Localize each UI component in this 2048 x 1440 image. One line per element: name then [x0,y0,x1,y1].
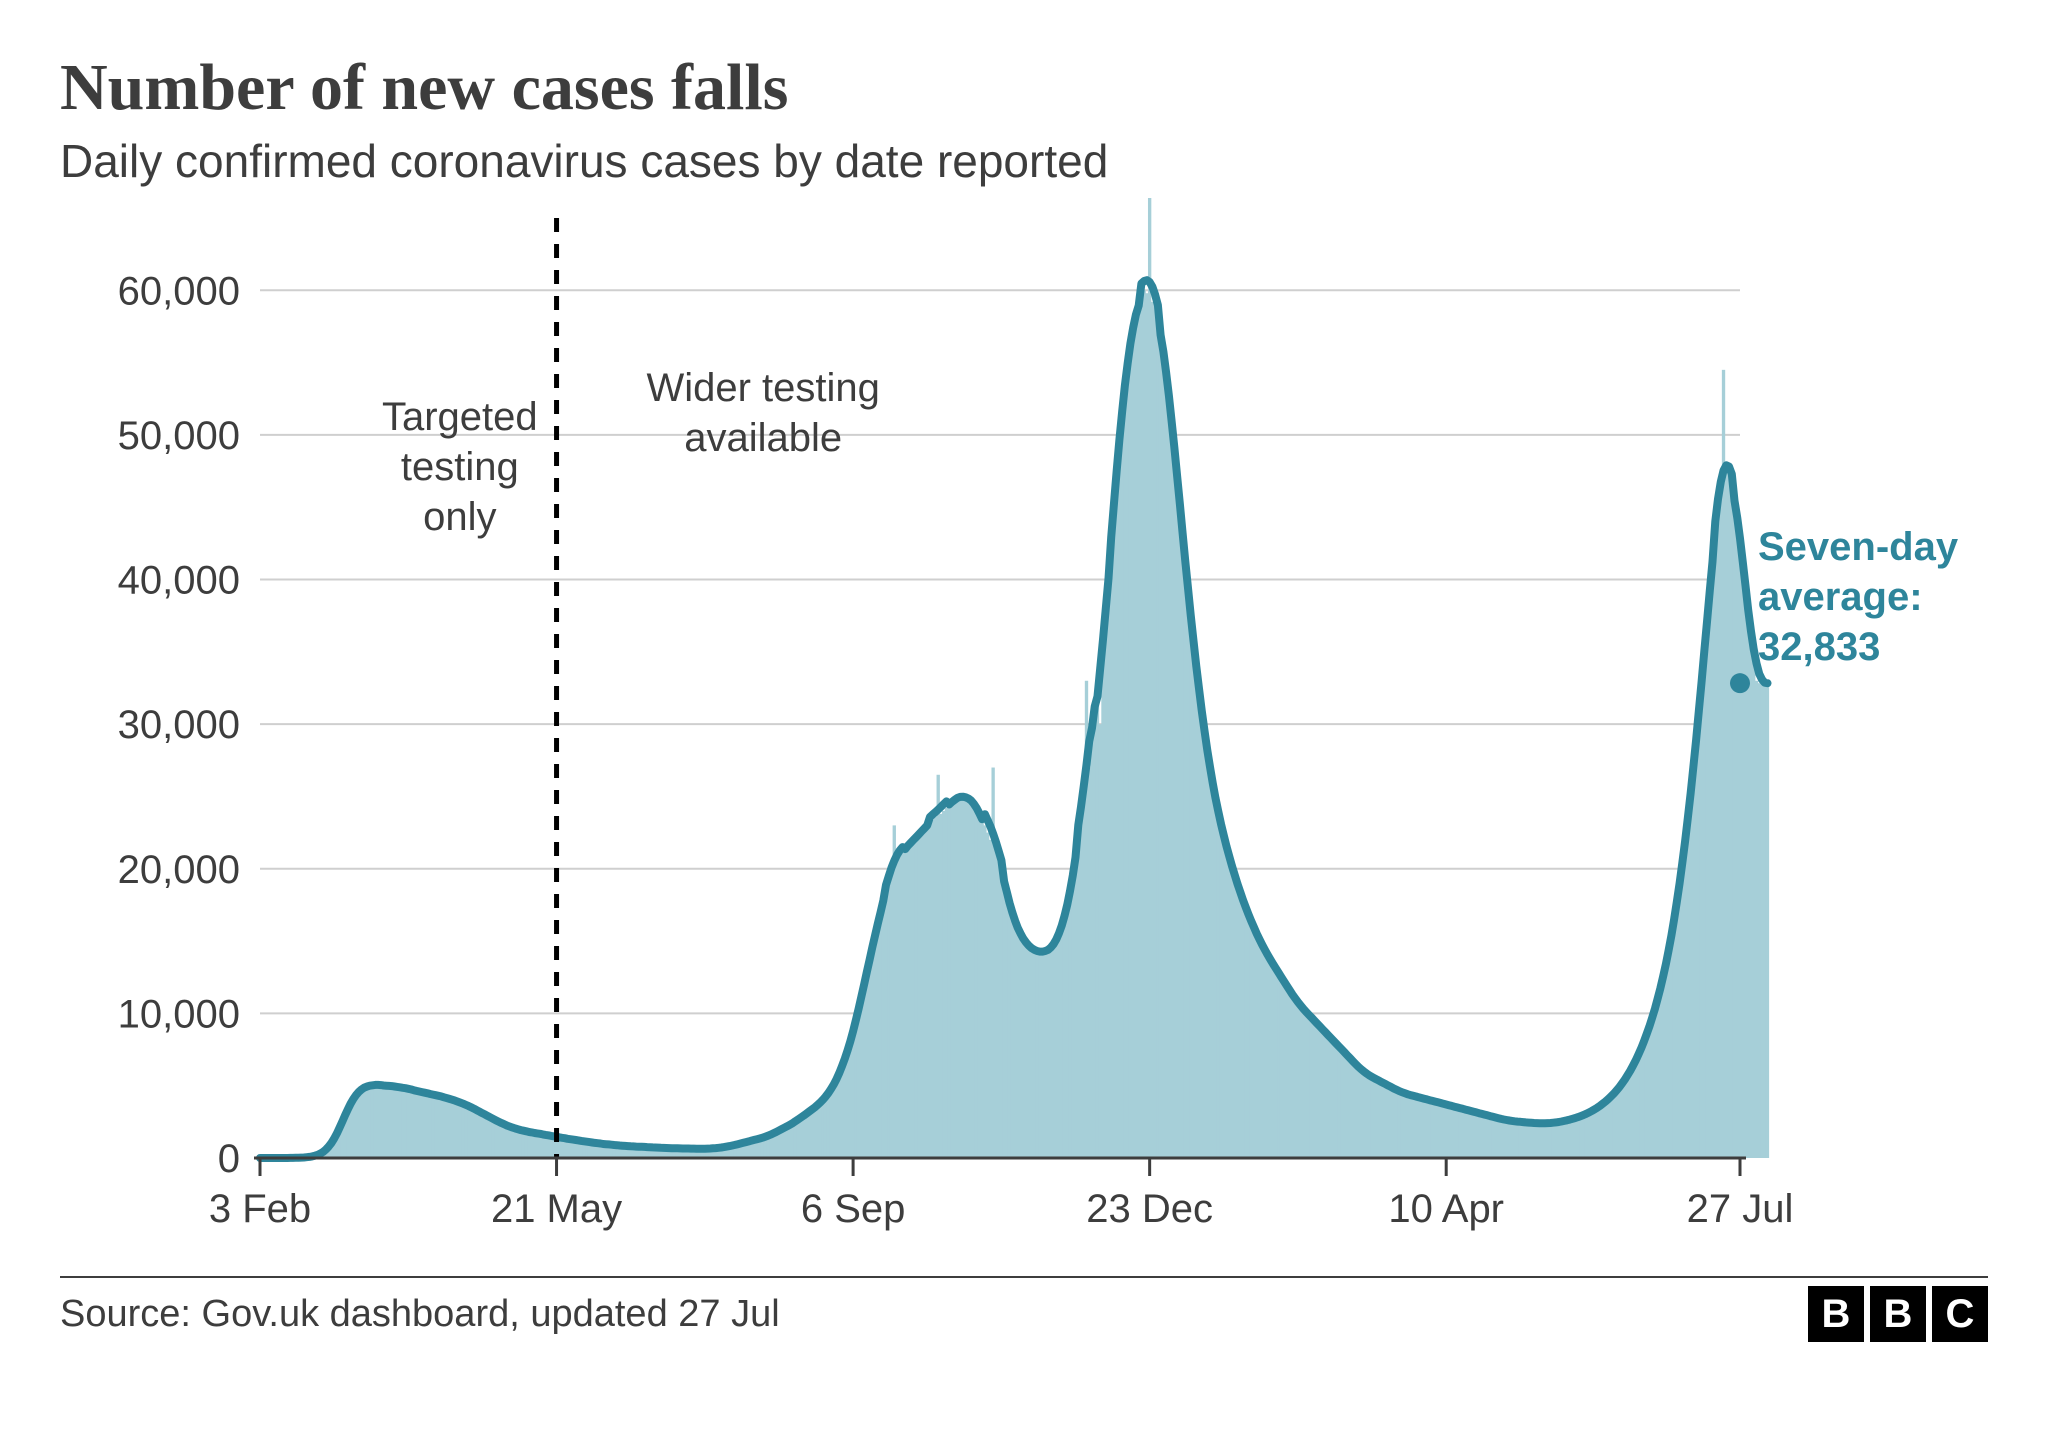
bbc-logo: B B C [1808,1286,1988,1342]
chart-subtitle: Daily confirmed coronavirus cases by dat… [60,134,1988,188]
svg-text:3 Feb: 3 Feb [209,1187,311,1231]
callout-seven-day-average: Seven-dayaverage:32,833 [1758,522,1958,672]
chart-title: Number of new cases falls [60,50,1988,126]
chart-svg: 0 10,000 20,000 30,000 40,000 50,000 60,000 3 F… [60,198,1980,1258]
svg-text:6 Sep: 6 Sep [801,1187,906,1231]
svg-text:30,000: 30,000 [118,703,240,747]
svg-text:40,000: 40,000 [118,559,240,603]
bbc-logo-block: B [1870,1286,1926,1342]
svg-text:21 May: 21 May [491,1187,622,1231]
svg-text:23 Dec: 23 Dec [1086,1187,1213,1231]
plot-area: 0 10,000 20,000 30,000 40,000 50,000 60,000 3 F… [60,198,1980,1258]
svg-text:50,000: 50,000 [118,414,240,458]
footer-divider [60,1276,1988,1278]
bbc-logo-block: C [1932,1286,1988,1342]
annotation-wider-testing: Wider testingavailable [623,363,903,463]
svg-text:20,000: 20,000 [118,848,240,892]
footer: Source: Gov.uk dashboard, updated 27 Jul… [60,1286,1988,1342]
chart-container: Number of new cases falls Daily confirme… [0,0,2048,1440]
source-text: Source: Gov.uk dashboard, updated 27 Jul [60,1293,780,1336]
svg-text:27 Jul: 27 Jul [1687,1187,1794,1231]
svg-text:10,000: 10,000 [118,992,240,1036]
svg-text:60,000: 60,000 [118,269,240,313]
bbc-logo-block: B [1808,1286,1864,1342]
svg-text:10 Apr: 10 Apr [1388,1187,1504,1231]
annotation-targeted-testing: Targetedtestingonly [320,392,600,542]
svg-text:0: 0 [218,1137,240,1181]
